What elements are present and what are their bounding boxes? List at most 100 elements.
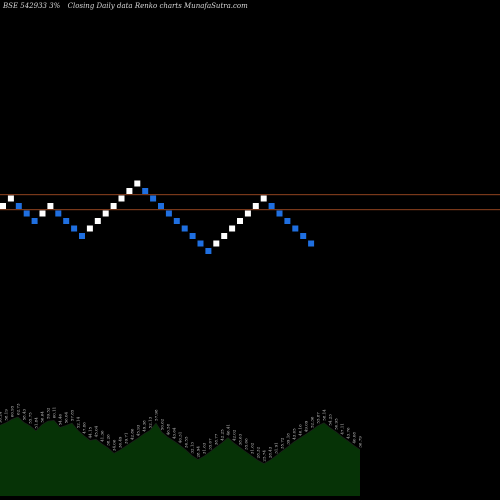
- rsi-value-label: 25.74: [262, 450, 267, 462]
- rsi-line: [0, 416, 361, 464]
- rsi-value-label: 52.13: [148, 416, 153, 428]
- renko-brick-up: [126, 188, 133, 194]
- rsi-value-label: 36.55: [184, 436, 189, 448]
- renko-brick-up: [213, 240, 220, 247]
- rsi-value-label: 47.86: [82, 422, 87, 434]
- rsi-value-label: 47.11: [340, 423, 345, 434]
- renko-brick-up: [110, 203, 117, 209]
- renko-brick-up: [39, 210, 46, 217]
- rsi-value-label: 49.09: [304, 420, 309, 432]
- rsi-value-label: 39.71: [124, 433, 129, 444]
- rsi-value-label: 56.04: [64, 411, 69, 423]
- rsi-value-label: 35.07: [208, 438, 213, 450]
- renko-brick-down: [165, 210, 172, 217]
- rsi-value-label: 55.75: [28, 412, 33, 424]
- rsi-value-label: 46.41: [226, 424, 231, 435]
- renko-brick-up: [260, 195, 267, 202]
- renko-brick-down: [142, 188, 149, 194]
- rsi-value-label: 28.32: [256, 446, 261, 458]
- renko-brick-up: [118, 195, 125, 202]
- reference-lines: [0, 194, 500, 211]
- rsi-value-label: 58.19: [4, 409, 9, 421]
- renko-brick-down: [150, 195, 157, 202]
- renko-bricks: [0, 180, 315, 254]
- rsi-value-label: 38.63: [238, 433, 243, 445]
- rsi-value-label: 60.95: [10, 405, 15, 417]
- renko-brick-down: [292, 225, 299, 232]
- rsi-value-label: 50.62: [160, 418, 165, 430]
- renko-brick-down: [268, 203, 275, 209]
- rsi-value-label: 55.87: [316, 412, 321, 424]
- rsi-area: [0, 416, 360, 496]
- renko-brick-up: [0, 203, 6, 209]
- renko-brick-up: [134, 180, 141, 187]
- rsi-value-label: 58.14: [322, 409, 327, 421]
- rsi-value-label: 31.62: [250, 442, 255, 454]
- rsi-value-label: 36.49: [118, 436, 123, 448]
- rsi-value-label: 50.95: [334, 418, 339, 430]
- renko-brick-up: [252, 203, 259, 209]
- rsi-value-label: 46.58: [166, 423, 171, 435]
- renko-brick-down: [63, 218, 70, 224]
- rsi-value-label: 28.94: [196, 446, 201, 458]
- rsi-value-label: 45.04: [94, 425, 99, 437]
- rsi-value-label: 42.02: [232, 429, 237, 441]
- rsi-value-label: 51.84: [34, 417, 39, 429]
- renko-brick-up: [86, 225, 93, 232]
- rsi-value-label: 28.43: [268, 446, 273, 458]
- renko-brick-down: [31, 218, 38, 224]
- renko-brick-down: [189, 233, 196, 239]
- rsi-value-label: 60.11: [52, 407, 57, 418]
- renko-brick-up: [237, 218, 243, 224]
- rsi-value-label: 40.08: [352, 432, 357, 444]
- rsi-value-label: 35.72: [280, 437, 285, 449]
- rsi-value-label: 54.23: [328, 414, 333, 426]
- rsi-value-label: 43.64: [172, 427, 177, 439]
- rsi-value-label: 49.38: [142, 420, 147, 432]
- rsi-value-label: 42.86: [130, 428, 135, 440]
- renko-brick-up: [94, 218, 101, 224]
- rsi-value-label: 44.15: [88, 426, 93, 438]
- rsi-value-label: 56.24: [0, 411, 3, 423]
- rsi-value-label: 46.16: [298, 424, 303, 436]
- renko-brick-down: [300, 233, 307, 239]
- rsi-panel: 56.24 58.19 60.95 62.73 58.43 55.75 51.8456.64…: [0, 403, 363, 496]
- renko-brick-down: [181, 225, 188, 232]
- renko-brick-up: [229, 225, 236, 232]
- rsi-value-label: 52.36: [310, 416, 315, 428]
- renko-brick-up: [221, 233, 228, 239]
- renko-brick-down: [158, 203, 164, 209]
- renko-brick-down: [308, 240, 315, 247]
- symbol-label: BSE 542933 3%: [2, 2, 61, 10]
- renko-brick-up: [47, 203, 54, 209]
- rsi-value-label: 38.26: [106, 434, 111, 446]
- renko-brick-down: [15, 203, 22, 209]
- rsi-value-label: 39.18: [286, 433, 291, 445]
- rsi-value-label: 40.31: [178, 432, 183, 443]
- renko-brick-down: [284, 218, 291, 224]
- renko-brick-down: [71, 225, 78, 232]
- renko-brick-down: [205, 248, 212, 254]
- renko-brick-down: [197, 240, 204, 247]
- chart-caption: Closing Daily data Renko charts MunafaSu…: [68, 2, 248, 10]
- renko-brick-up: [102, 210, 109, 217]
- renko-brick-up: [244, 210, 251, 217]
- rsi-value-label: 42.25: [220, 429, 225, 441]
- rsi-value-label: 43.76: [346, 427, 351, 439]
- rsi-value-label: 45.93: [136, 424, 141, 436]
- renko-brick-down: [23, 210, 30, 217]
- rsi-value-label: 43.05: [292, 428, 297, 440]
- renko-brick-down: [276, 210, 283, 217]
- rsi-value-label: 31.63: [202, 442, 207, 454]
- renko-brick-down: [173, 218, 180, 224]
- rsi-value-label: 56.64: [40, 411, 45, 423]
- rsi-value-label: 57.85: [70, 409, 75, 421]
- rsi-value-label: 54.46: [58, 413, 63, 425]
- rsi-value-label: 58.43: [22, 408, 27, 420]
- rsi-value-label: 31.91: [274, 442, 279, 453]
- rsi-value-label: 38.77: [214, 433, 219, 445]
- rsi-value-label: 36.79: [358, 436, 363, 448]
- rsi-value-label: 57.98: [154, 409, 159, 421]
